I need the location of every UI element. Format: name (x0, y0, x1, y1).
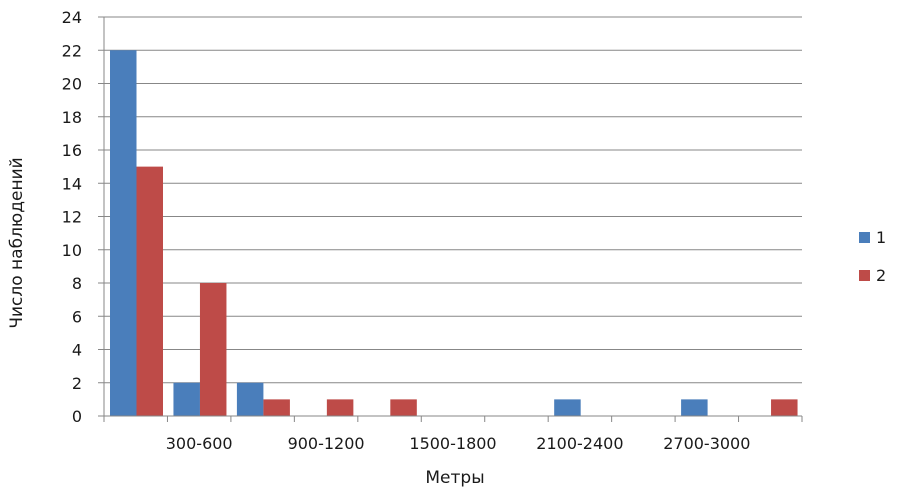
x-tick-label: 2700-3000 (663, 434, 750, 453)
legend-swatch-2 (859, 270, 870, 281)
axes (103, 17, 803, 422)
y-tick-label: 12 (62, 208, 82, 227)
bar-series-1-0-300 (110, 50, 137, 416)
bar-series-1-2100-2400 (554, 399, 581, 416)
y-tick-label: 16 (62, 141, 82, 160)
y-tick-label: 20 (62, 75, 82, 94)
y-tick-label: 18 (62, 108, 82, 127)
legend: 12 (859, 228, 886, 285)
legend-label-1: 1 (876, 228, 886, 247)
x-tick-labels: 300-600 900-1200 1500-1800 2100-2400 2700-30… (166, 434, 751, 453)
y-tick-label: 22 (62, 41, 82, 60)
x-tick-label: 2100-2400 (536, 434, 623, 453)
y-tick-label: 0 (72, 407, 82, 426)
bar-series-2-900-1200 (326, 399, 354, 416)
y-axis-title: Число наблюдений (7, 157, 27, 328)
bar-series-2-600-900 (263, 399, 290, 416)
bar-series-2-3000-3300 (771, 399, 798, 416)
y-tick-label: 10 (62, 241, 82, 260)
bars (110, 50, 798, 416)
legend-label-2: 2 (876, 266, 886, 285)
bar-series-2-0-300 (136, 166, 163, 416)
bar-series-1-300-600 (173, 382, 200, 416)
y-tick-label: 24 (62, 8, 82, 27)
y-tick-label: 8 (72, 274, 82, 293)
y-tick-label: 14 (62, 174, 82, 193)
bar-series-1-2700-3000 (681, 399, 708, 416)
y-tick-label: 6 (72, 307, 82, 326)
x-tick-label: 300-600 (166, 434, 233, 453)
x-tick-label: 900-1200 (288, 434, 365, 453)
x-tick-label: 1500-1800 (409, 434, 496, 453)
x-axis-title: Метры (425, 468, 484, 488)
bar-series-2-300-600 (199, 283, 227, 416)
bar-series-2-1200-1500 (390, 399, 417, 416)
y-tick-label: 2 (72, 374, 82, 393)
legend-swatch-1 (859, 232, 870, 243)
bar-series-1-600-900 (236, 382, 264, 416)
y-tick-label: 4 (72, 341, 82, 360)
